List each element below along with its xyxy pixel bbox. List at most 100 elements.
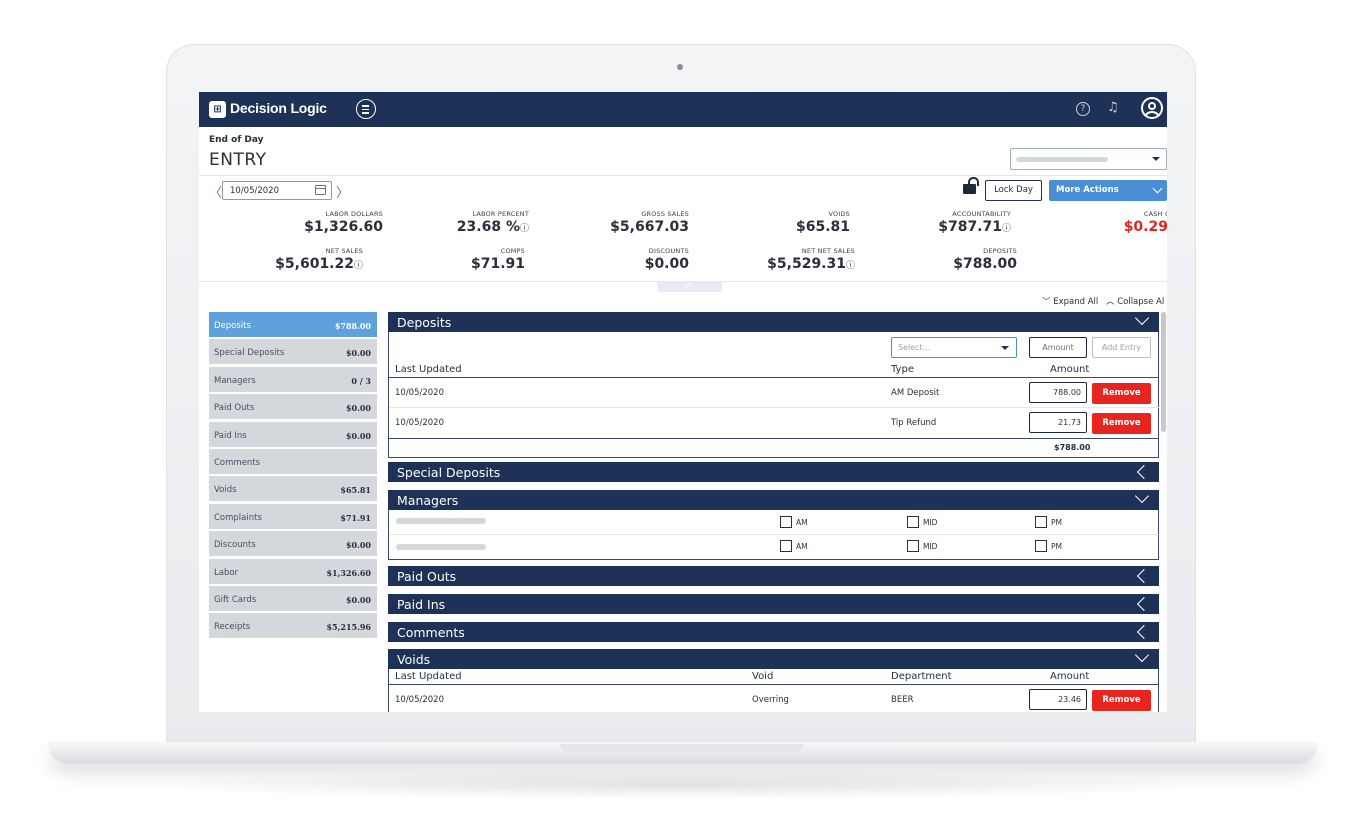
expand-all-label: Expand All [1053,297,1099,307]
page-title: ENTRY [209,150,267,170]
sidebar-item-gift-cards[interactable]: Gift Cards $0.00 [209,585,377,611]
collapse-summary-toggle[interactable] [657,281,722,292]
chevron-up-icon [684,282,693,291]
kpi-label: LABOR PERCENT [472,210,529,218]
deposit-row-type: Tip Refund [891,418,937,428]
collapse-all-link[interactable]: ︿ Collapse Al [1106,297,1165,307]
add-entry-button[interactable]: Add Entry [1092,337,1151,358]
section-title: Special Deposits [397,465,501,480]
sidebar-item-comments[interactable]: Comments [209,448,377,474]
sidebar-item-label: Gift Cards [214,594,257,605]
sidebar-item-deposits[interactable]: Deposits $788.00 [209,312,377,337]
deposit-row-type: AM Deposit [891,388,940,398]
deposits-section-header[interactable]: Deposits [388,310,1159,332]
more-actions-button[interactable]: More Actions [1049,180,1167,201]
sidebar-item-label: Managers [214,375,256,386]
content-scrollbar[interactable] [1161,312,1166,432]
bell-icon[interactable]: ♫ [1107,100,1119,115]
kpi-value: $65.81 [795,219,850,235]
info-icon[interactable]: ⓘ [353,261,363,271]
sidebar-item-paid-outs[interactable]: Paid Outs $0.00 [209,394,377,420]
kpi-value-text: $5,601.22 [275,256,354,272]
sidebar-item-labor[interactable]: Labor $1,326.60 [209,558,377,584]
help-icon[interactable]: ? [1076,102,1090,116]
sidebar-item-label: Complaints [214,512,262,523]
kpi-labor-dollars: LABOR DOLLARS $1,326.60 [283,210,383,235]
voids-section-header[interactable]: Voids [388,647,1159,669]
kpi-label: CASH O/S [1143,210,1167,218]
pm-checkbox[interactable] [1035,516,1047,528]
managers-panel [388,510,1159,560]
app-screen: ⊞ Decision Logic ? ♫ End of Day ENTRY 〈 … [199,92,1167,712]
kpi-value: $0.29ⓘ [1067,219,1167,235]
next-day-icon[interactable]: 〉 [336,186,350,201]
mid-checkbox[interactable] [907,540,919,552]
kpi-label: GROSS SALES [641,210,689,218]
section-title: Paid Outs [397,569,457,584]
chevron-left-icon [1136,596,1152,612]
void-amount-input[interactable]: 23.46 [1029,689,1087,710]
mid-checkbox[interactable] [907,516,919,528]
select-placeholder: Select... [898,343,931,352]
sidebar-item-complaints[interactable]: Complaints $71.91 [209,503,377,529]
section-title: Managers [397,493,459,508]
am-checkbox[interactable] [780,540,792,552]
deposit-row-date: 10/05/2020 [395,418,444,428]
paid-outs-section-header[interactable]: Paid Outs [388,566,1159,586]
info-icon[interactable]: ⓘ [1001,224,1011,234]
manager-name-placeholder [396,544,486,550]
location-select[interactable] [1010,148,1167,170]
sidebar-item-amount: $0.00 [345,540,371,551]
sidebar-item-label: Paid Ins [214,430,247,441]
menu-icon[interactable] [356,99,376,119]
deposit-amount-input[interactable]: 21.73 [1029,412,1087,433]
comments-section-header[interactable]: Comments [388,622,1159,642]
manager-name-placeholder [396,518,486,524]
sidebar-item-managers[interactable]: Managers 0 / 3 [209,366,377,392]
info-icon[interactable]: ⓘ [519,224,529,234]
deposits-total: $788.00 [1054,443,1091,452]
paid-ins-section-header[interactable]: Paid Ins [388,594,1159,614]
info-icon[interactable]: ⓘ [845,261,855,271]
remove-button[interactable]: Remove [1092,413,1151,434]
amount-input[interactable]: Amount [1029,337,1087,358]
deposit-amount-input[interactable]: 788.00 [1029,382,1087,403]
prev-day-icon[interactable]: 〈 [209,186,223,201]
sidebar-item-voids[interactable]: Voids $65.81 [209,476,377,502]
column-header-last-updated: Last Updated [395,364,462,375]
remove-button[interactable]: Remove [1092,690,1151,711]
void-row-department: BEER [891,695,914,705]
kpi-value-text: $5,529.31 [767,256,846,272]
sidebar-item-paid-ins[interactable]: Paid Ins $0.00 [209,421,377,447]
sidebar-item-discounts[interactable]: Discounts $0.00 [209,531,377,557]
chevron-left-icon [1136,568,1152,584]
kpi-label: COMPS [500,247,525,255]
lock-day-button[interactable]: Lock Day [985,180,1042,201]
column-header-void: Void [752,671,774,682]
date-input[interactable]: 10/05/2020 [222,181,332,200]
laptop-base [48,742,1318,764]
kpi-comps: COMPS $71.91 [425,247,525,272]
kpi-value: $5,529.31ⓘ [750,256,855,272]
sidebar-item-amount: $0.00 [345,403,371,414]
remove-button[interactable]: Remove [1092,383,1151,404]
column-header-amount: Amount [1050,364,1090,375]
expand-all-link[interactable]: ﹀ Expand All [1042,297,1099,307]
calendar-icon[interactable] [315,185,326,195]
deposit-type-select[interactable]: Select... [891,337,1017,358]
chevron-left-icon [1136,464,1152,480]
column-header-department: Department [891,671,952,682]
am-checkbox[interactable] [780,516,792,528]
laptop-notch [560,744,804,752]
shift-label: PM [1051,542,1062,551]
logo-icon: ⊞ [209,101,226,118]
sidebar-item-receipts[interactable]: Receipts $5,215.96 [209,613,377,639]
pm-checkbox[interactable] [1035,540,1047,552]
managers-section-header[interactable]: Managers [388,488,1159,510]
shift-label: MID [923,518,938,527]
kpi-value: $787.71ⓘ [911,219,1011,235]
kpi-value-text: $787.71 [938,219,1002,235]
special-deposits-section-header[interactable]: Special Deposits [388,462,1159,482]
sidebar-item-special-deposits[interactable]: Special Deposits $0.00 [209,339,377,365]
user-avatar-icon[interactable] [1141,97,1163,119]
